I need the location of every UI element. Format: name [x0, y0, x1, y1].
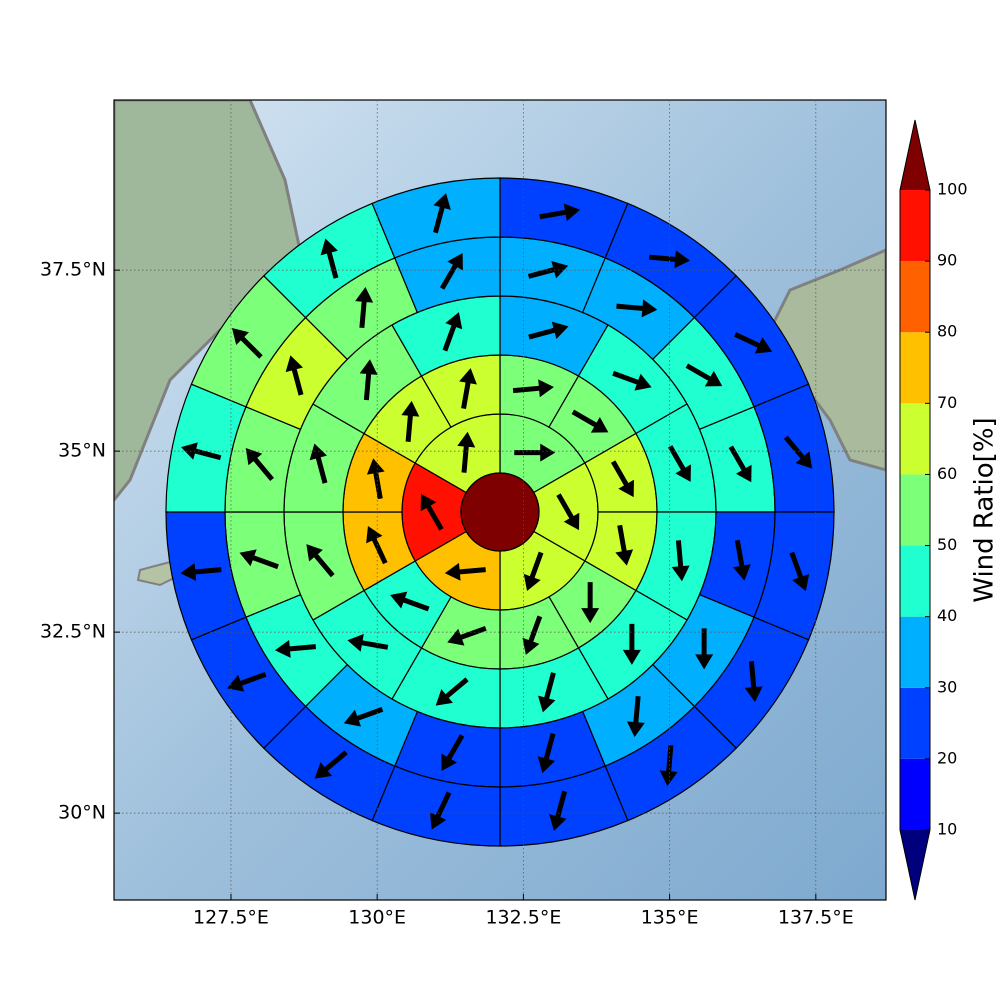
wind-arrow — [538, 672, 556, 713]
wind-arrow — [616, 299, 658, 318]
x-tick-label: 127.5°E — [193, 907, 269, 929]
wind-arrow — [444, 562, 486, 581]
colorbar-segment — [900, 403, 930, 475]
wind-arrow — [612, 370, 652, 391]
wind-arrow — [429, 791, 452, 830]
wind-arrow — [390, 591, 430, 612]
wind-arrow — [343, 706, 384, 727]
wind-arrow — [728, 445, 752, 483]
wind-arrow — [732, 539, 751, 581]
wind-arrow — [695, 628, 714, 670]
wind-arrow — [514, 443, 556, 462]
y-tick-label: 32.5°N — [40, 621, 106, 643]
wind-arrow — [789, 551, 810, 592]
wind-arrow — [685, 363, 723, 387]
wind-arrow — [227, 671, 267, 692]
wind-arrow — [457, 431, 476, 473]
x-tick-label: 130°E — [348, 907, 406, 929]
x-tick-label: 135°E — [641, 907, 699, 929]
colorbar-segment — [900, 190, 930, 262]
wind-arrow — [245, 448, 274, 482]
colorbar-tick-label: 20 — [937, 748, 957, 767]
wind-arrow — [556, 493, 580, 531]
wind-arrow — [539, 203, 581, 222]
colorbar-tick-label: 10 — [937, 820, 957, 839]
colorbar-label: Wind Ratio[%] — [970, 417, 1000, 602]
x-tick-label: 137.5°E — [778, 907, 854, 929]
colorbar-tick-label: 90 — [937, 251, 957, 270]
wind-arrow — [649, 250, 691, 269]
colorbar-tick-label: 60 — [937, 464, 957, 483]
y-tick-label: 37.5°N — [40, 259, 106, 281]
wind-arrow — [447, 625, 487, 646]
wind-arrow — [309, 443, 328, 484]
wind-arrow — [180, 562, 222, 581]
colorbar-segment — [900, 687, 930, 759]
x-tick-label: 132.5°E — [485, 907, 561, 929]
wind-arrow — [274, 639, 317, 658]
wind-arrow — [285, 355, 304, 396]
colorbar-segment — [900, 332, 930, 404]
colorbar-tick-label: 30 — [937, 677, 957, 696]
y-tick-label: 30°N — [58, 802, 106, 824]
center-disc — [460, 472, 540, 552]
wind-arrow — [549, 790, 567, 831]
wind-arrow — [306, 544, 335, 578]
wind-arrow — [783, 435, 813, 469]
wind-arrow — [523, 551, 544, 592]
wind-arrow — [401, 400, 420, 442]
colorbar-segment — [900, 474, 930, 546]
wind-arrow — [442, 312, 463, 352]
wind-arrow — [671, 540, 690, 582]
wind-arrow — [626, 695, 645, 738]
wind-arrow — [435, 677, 469, 706]
colorbar-under — [900, 830, 930, 900]
wind-arrow — [528, 321, 569, 340]
wind-arrow — [522, 615, 543, 655]
wind-arrow — [320, 238, 339, 279]
wind-arrow — [347, 633, 389, 652]
wind-arrow — [527, 260, 569, 279]
map-frame — [113, 99, 887, 901]
plot-area — [165, 177, 835, 847]
wind-arrow — [537, 732, 556, 774]
wind-arrow — [314, 750, 348, 779]
sector — [371, 177, 501, 259]
colorbar-segment — [900, 758, 930, 830]
colorbar-segment — [900, 261, 930, 333]
wind-arrow — [610, 460, 634, 498]
y-tick-label: 35°N — [58, 440, 106, 462]
colorbar-tick-label: 100 — [937, 180, 968, 199]
wind-arrow — [433, 193, 451, 234]
wind-arrow — [667, 445, 691, 482]
wind-arrow — [659, 745, 678, 787]
wind-arrow — [181, 442, 222, 461]
wind-arrow — [622, 623, 641, 665]
wind-arrow — [459, 368, 477, 409]
colorbar-tick-label: 40 — [937, 606, 957, 625]
colorbar-segment — [900, 616, 930, 688]
colorbar-over — [900, 120, 930, 190]
wind-arrow — [512, 379, 554, 398]
colorbar-tick-label: 80 — [937, 322, 957, 341]
wind-arrow — [441, 734, 465, 771]
wind-arrow — [420, 493, 444, 531]
wind-arrow — [366, 458, 385, 500]
wind-arrow — [359, 359, 378, 401]
wind-arrow — [571, 409, 609, 433]
wind-arrow — [239, 549, 279, 570]
wind-arrow — [733, 332, 773, 354]
wind-arrow — [355, 286, 374, 329]
colorbar-segment — [900, 545, 930, 617]
wind-arrow — [744, 661, 763, 703]
wind-arrow — [439, 253, 463, 290]
wind-arrow — [231, 327, 263, 359]
colorbar-tick-label: 50 — [937, 535, 957, 554]
colorbar-tick-label: 70 — [937, 393, 957, 412]
wind-arrow — [615, 524, 634, 566]
wind-arrow — [581, 582, 600, 624]
